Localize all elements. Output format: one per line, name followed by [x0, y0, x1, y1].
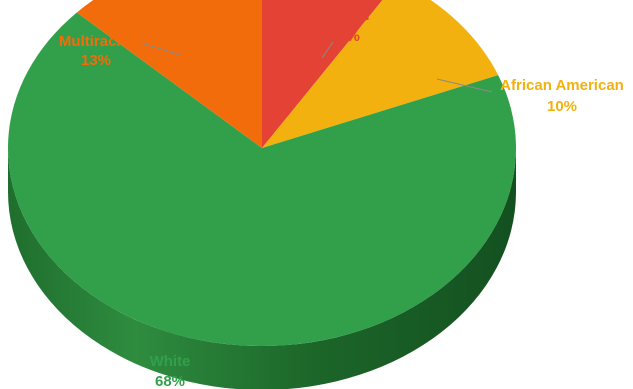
leader-line-african-american	[436, 78, 493, 93]
leader-line-multiracial	[141, 42, 181, 56]
slice-label-multiracial: Multiracial	[59, 33, 133, 50]
pie-slice-multiracial	[76, 0, 262, 148]
slice-value-asian: 9%	[338, 28, 360, 45]
slice-value-white: 68%	[155, 373, 185, 389]
slice-label-white: White	[150, 353, 191, 370]
pie-slice-white	[8, 12, 517, 346]
slice-value-multiracial: 13%	[81, 52, 111, 69]
slice-label-asian: Asian	[329, 7, 370, 24]
pie-side-white	[8, 148, 516, 389]
pie-slice-african-american	[262, 0, 499, 148]
pie-slice-asian	[262, 0, 383, 148]
leader-line-asian	[321, 41, 334, 59]
slice-label-african-american: African American	[500, 77, 624, 94]
slice-value-african-american: 10%	[547, 98, 577, 115]
